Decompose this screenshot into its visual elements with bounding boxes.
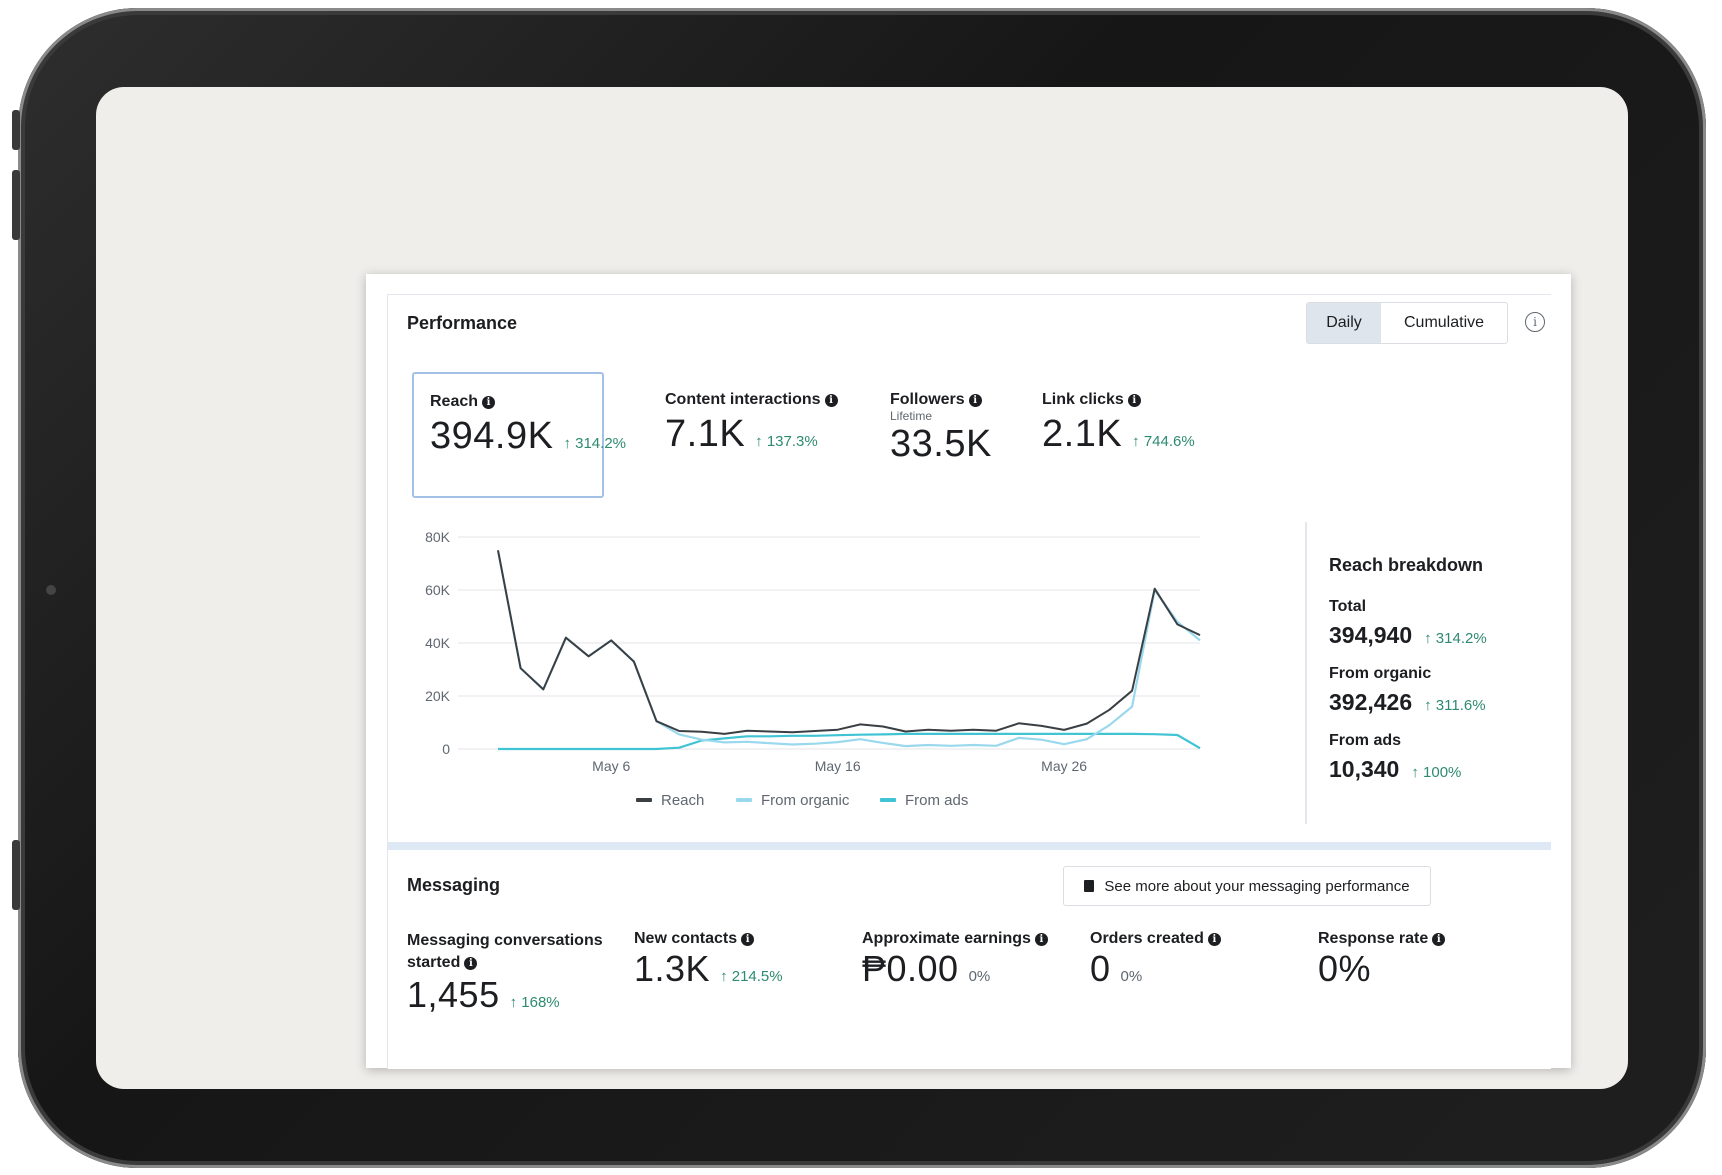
info-icon[interactable]: i [1127, 394, 1141, 407]
reach-breakdown: Reach breakdown Total 394,940 ↑ 314.2% Fr… [1329, 555, 1549, 799]
breakdown-value: 10,340 [1329, 756, 1400, 782]
metric-delta: ↑ 137.3% [755, 433, 818, 450]
legend-label: From organic [761, 792, 850, 809]
breakdown-value: 394,940 [1329, 622, 1413, 648]
reach-line-chart: 80K 60K 40K 20K 0 May 6 May 16 May 26 Reach From … [425, 529, 1201, 809]
camera-dot [46, 585, 56, 595]
x-tick-label: May 26 [1041, 758, 1087, 774]
series-line-from-organic [496, 550, 1201, 748]
y-tick-label: 20K [425, 688, 451, 704]
breakdown-ads: From ads 10,340 ↑ 100% [1329, 732, 1549, 783]
y-tick-label: 60K [425, 582, 451, 598]
performance-title: Performance [407, 313, 518, 333]
legend-swatch [636, 798, 652, 802]
metric-delta: ↑ 744.6% [1132, 433, 1195, 450]
see-more-messaging-button[interactable]: See more about your messaging performanc… [1063, 866, 1431, 906]
metric-delta: ↑ 168% [509, 994, 560, 1011]
metric-value: 1.3K [634, 948, 711, 989]
metric-value: 2.1K [1042, 413, 1123, 455]
metric-label: New contacts [634, 930, 738, 947]
metric-delta: ↑ 214.5% [720, 968, 783, 985]
breakdown-delta: ↑ 314.2% [1424, 630, 1487, 647]
metric-delta: 0% [968, 968, 991, 985]
metric-orders-created[interactable]: Orders created i 0 0% [1090, 930, 1221, 990]
cumulative-button[interactable]: Cumulative [1403, 314, 1485, 331]
breakdown-label: From organic [1329, 665, 1432, 682]
metric-label: Followers [890, 391, 965, 408]
metric-label: Approximate earnings [862, 930, 1031, 947]
metric-value: ₱0.00 [862, 948, 959, 989]
info-icon[interactable]: i [482, 396, 496, 409]
metric-content-interactions[interactable]: Content interactions i 7.1K ↑ 137.3% [665, 391, 838, 456]
metric-value: 7.1K [665, 413, 746, 455]
breakdown-delta: ↑ 100% [1411, 764, 1462, 781]
breakdown-value: 392,426 [1329, 689, 1413, 715]
breakdown-total: Total 394,940 ↑ 314.2% [1329, 598, 1549, 649]
section-divider-band [388, 842, 1551, 850]
metric-value: 394.9K [430, 415, 554, 457]
metric-approximate-earnings[interactable]: Approximate earnings i ₱0.00 0% [862, 930, 1048, 990]
series-line-from-ads [498, 732, 1201, 751]
metric-value: 0 [1090, 948, 1111, 989]
metric-label: Reach [430, 393, 479, 410]
info-icon[interactable]: i [1432, 933, 1446, 946]
metric-value: 33.5K [890, 423, 992, 465]
series-line-reach [497, 550, 1201, 735]
metric-delta: ↑ 314.2% [563, 435, 626, 452]
side-button [12, 840, 20, 910]
legend-label: From ads [905, 792, 968, 809]
info-icon[interactable]: i [968, 394, 982, 407]
y-tick-label: 80K [425, 529, 451, 545]
daily-cumulative-toggle: Daily Cumulative [1306, 302, 1508, 344]
messaging-title: Messaging [407, 875, 501, 895]
metric-link-clicks[interactable]: Link clicks i 2.1K ↑ 744.6% [1042, 391, 1195, 456]
metric-new-contacts[interactable]: New contacts i 1.3K ↑ 214.5% [634, 930, 783, 990]
info-icon[interactable]: i [1525, 312, 1545, 332]
divider [1305, 522, 1307, 824]
insights-card: Performance Daily Cumulative i Reach i 39… [366, 274, 1571, 1069]
metric-delta: 0% [1120, 968, 1143, 985]
metric-value: 0% [1318, 948, 1372, 989]
metric-response-rate[interactable]: Response rate i 0% [1318, 930, 1446, 990]
metric-label: Orders created [1090, 930, 1204, 947]
info-icon[interactable]: i [1207, 933, 1221, 946]
side-button [12, 170, 20, 240]
daily-button[interactable]: Daily [1307, 303, 1381, 343]
metric-reach[interactable]: Reach i 394.9K ↑ 314.2% [412, 372, 626, 498]
legend-label: Reach [661, 792, 704, 809]
tablet-screen: Performance Daily Cumulative i Reach i 39… [96, 87, 1628, 1089]
metric-label: Response rate [1318, 930, 1429, 947]
y-tick-label: 40K [425, 635, 451, 651]
x-tick-label: May 16 [815, 758, 861, 774]
info-icon[interactable]: i [741, 933, 755, 946]
book-icon [1084, 880, 1095, 892]
side-button [12, 110, 20, 150]
info-icon[interactable]: i [1034, 933, 1048, 946]
performance-panel: Performance Daily Cumulative i Reach i 39… [387, 294, 1551, 1069]
metric-value: 1,455 [407, 974, 500, 1015]
breakdown-label: From ads [1329, 732, 1402, 749]
metric-label: Link clicks [1042, 391, 1124, 408]
metric-sublabel: Lifetime [890, 409, 933, 423]
breakdown-organic: From organic 392,426 ↑ 311.6% [1329, 665, 1549, 716]
legend-swatch [880, 798, 896, 802]
breakdown-title: Reach breakdown [1329, 555, 1484, 575]
metric-messaging-conversations[interactable]: Messaging conversations started i 1,455 ↑ … [407, 930, 607, 1016]
metric-label: Content interactions [665, 391, 821, 408]
info-icon[interactable]: i [824, 394, 838, 407]
info-icon[interactable]: i [464, 957, 478, 970]
metric-label: Messaging conversations started [407, 932, 603, 971]
metric-followers[interactable]: Followers i Lifetime 33.5K [890, 391, 992, 466]
legend-swatch [736, 798, 752, 802]
button-label: See more about your messaging performanc… [1104, 877, 1410, 895]
x-tick-label: May 6 [592, 758, 630, 774]
breakdown-delta: ↑ 311.6% [1424, 697, 1486, 714]
breakdown-label: Total [1329, 598, 1367, 615]
y-tick-label: 0 [442, 741, 450, 757]
